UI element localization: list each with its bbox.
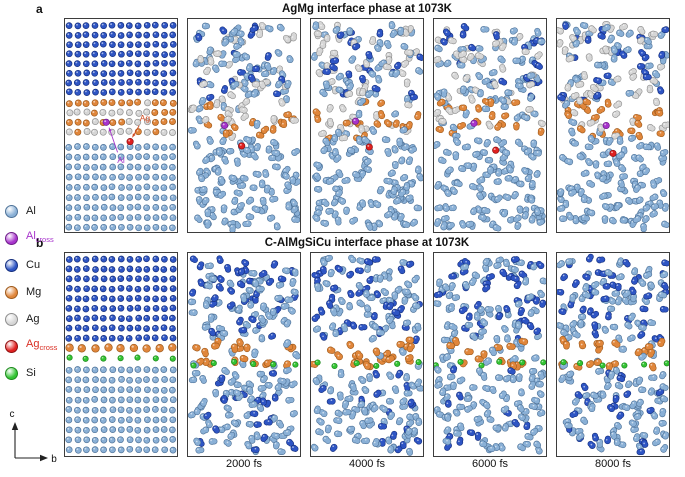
row-b-letter: b: [36, 236, 44, 250]
al-atom-icon: [5, 204, 18, 218]
simulation-panel-b-4: [556, 252, 670, 457]
legend-item-al-cross: Alcross: [5, 229, 57, 245]
time-label-0: [64, 458, 178, 470]
time-label-2000fs: 2000 fs: [225, 458, 263, 470]
legend-item-ag-cross: Agcross: [5, 337, 58, 353]
axis-c-label: c: [10, 409, 15, 420]
simulation-panel-a-4: [556, 18, 670, 233]
legend-label-cu: Cu: [26, 259, 41, 271]
ag-atom-icon: [5, 312, 18, 326]
si-atom-icon: [5, 366, 18, 380]
svg-text:Ag: Ag: [140, 113, 151, 123]
panel-strip-b: [64, 252, 670, 457]
time-label-4000fs: 4000 fs: [348, 458, 386, 470]
axis-b-label: b: [51, 454, 57, 465]
axis-c-arrowhead-icon: [11, 422, 19, 430]
row-a-letter: a: [36, 2, 43, 16]
panel-strip-a: Al Ag: [64, 18, 670, 233]
time-label-row: 2000 fs 4000 fs 6000 fs 8000 fs: [64, 458, 670, 470]
time-label-8000fs: 8000 fs: [594, 458, 632, 470]
svg-text:Al: Al: [117, 155, 125, 165]
simulation-panel-b-0: [64, 252, 178, 457]
legend-label-ag: Ag: [26, 313, 40, 325]
legend-item-mg: Mg: [5, 285, 57, 299]
simulation-panel-a-2: [310, 18, 424, 233]
simulation-panel-a-1: [187, 18, 301, 233]
legend-item-al: Al: [5, 204, 57, 218]
legend-label-mg: Mg: [26, 286, 42, 298]
simulation-panel-a-3: [433, 18, 547, 233]
cu-atom-icon: [5, 258, 18, 272]
time-label-6000fs: 6000 fs: [471, 458, 509, 470]
row-a-title: AgMg interface phase at 1073K: [281, 3, 452, 15]
legend-label-al-cross: Alcross: [26, 229, 54, 245]
simulation-panel-b-3: [433, 252, 547, 457]
legend-label-ag-cross: Agcross: [26, 337, 58, 353]
simulation-panel-b-1: [187, 252, 301, 457]
al-cross-atom-icon: [5, 231, 18, 245]
axis-b-arrowhead-icon: [40, 454, 48, 462]
simulation-panel-b-2: [310, 252, 424, 457]
legend-label-si: Si: [26, 367, 36, 379]
mg-atom-icon: [5, 285, 18, 299]
legend-item-ag: Ag: [5, 312, 57, 326]
legend-item-si: Si: [5, 366, 57, 380]
row-b-title: C-AlMgSiCu interface phase at 1073K: [264, 237, 470, 249]
legend: Al Alcross Cu Mg Ag Agcross Si: [5, 204, 57, 380]
ag-cross-atom-icon: [5, 339, 18, 353]
simulation-panel-a-0: Al Ag: [64, 18, 178, 233]
legend-label-al: Al: [26, 205, 36, 217]
legend-item-cu: Cu: [5, 258, 57, 272]
axes-indicator: c b: [10, 409, 58, 465]
